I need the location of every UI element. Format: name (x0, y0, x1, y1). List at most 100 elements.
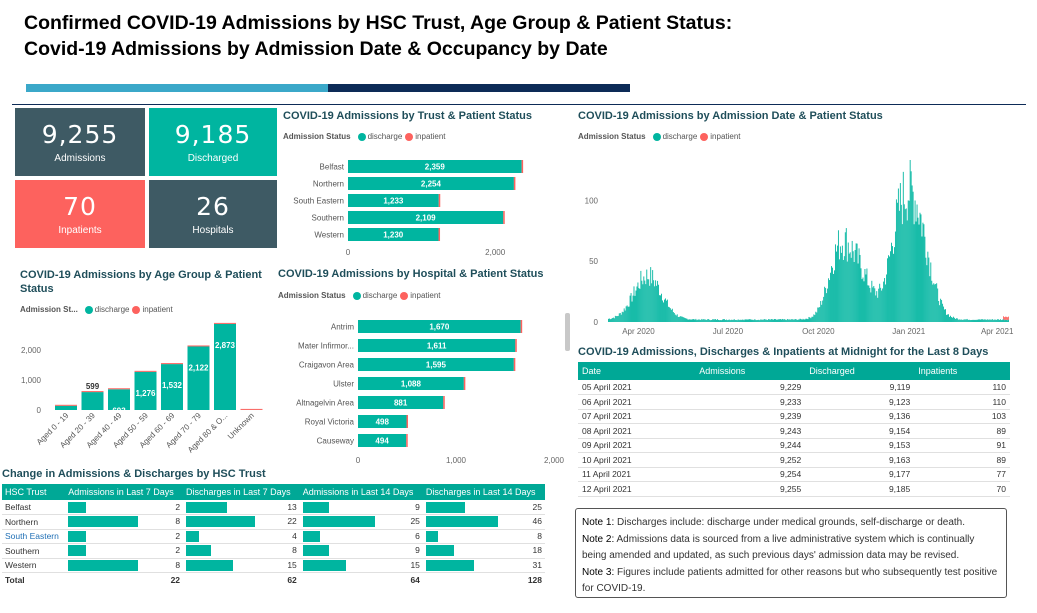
daily-bar (814, 315, 816, 322)
legend-inpatient[interactable]: inpatient (710, 132, 741, 141)
hospital-chart-scrollbar[interactable] (565, 313, 570, 351)
column-header[interactable]: Admissions (695, 362, 806, 380)
legend-inpatient[interactable]: inpatient (410, 291, 441, 300)
cell-value: 15 (410, 559, 420, 570)
column-header[interactable]: Discharges in Last 14 Days (422, 484, 545, 500)
value-cell: 18 (422, 543, 545, 559)
x-tick-label: 2,000 (544, 456, 565, 465)
daily-bar (713, 319, 715, 322)
table-row[interactable]: 12 April 2021 9,255 9,185 70 (578, 481, 1010, 497)
legend-inpatient[interactable]: inpatient (142, 305, 173, 314)
column-header[interactable]: Discharged (805, 362, 915, 380)
daily-bar (921, 236, 923, 322)
category-label: Southern (312, 214, 344, 223)
daily-bar (941, 300, 943, 322)
legend-inpatient[interactable]: inpatient (415, 132, 446, 141)
daily-bar (900, 204, 902, 322)
daily-bar (720, 320, 721, 322)
daily-bar (695, 318, 697, 322)
column-header[interactable]: Admissions in Last 7 Days (65, 484, 184, 500)
daily-bar (648, 279, 650, 322)
note-text: Figures include patients admitted for ot… (582, 566, 998, 595)
cell-value: 64 (410, 574, 420, 585)
legend-discharge[interactable]: discharge (362, 291, 398, 300)
data-bar (425, 516, 498, 528)
table-row[interactable]: Belfast 2 13 9 25 (2, 500, 545, 515)
daily-bar (822, 300, 824, 322)
trust-chart-legend: Admission Status discharge inpatient (283, 132, 446, 141)
daily-bar (804, 319, 806, 322)
kpi-card-hospitals[interactable]: 26 Hospitals (149, 180, 277, 248)
daily-bar (710, 320, 712, 322)
daily-bar (780, 319, 782, 322)
daily-bar (768, 319, 770, 322)
legend-discharge[interactable]: discharge (662, 132, 698, 141)
category-label: Western (314, 231, 344, 240)
date-chart[interactable]: 0 50 100 Apr 2020 Jul 2020 Oct 2020 Jan 2021 Ap… (578, 160, 1023, 340)
daily-bar (645, 284, 647, 322)
note-3: Note 3: Figures include patients admitte… (582, 565, 1000, 598)
column-header[interactable]: Admissions in Last 14 Days (299, 484, 423, 500)
value-cell: 8 (183, 543, 300, 559)
column-header[interactable]: HSC Trust (2, 484, 66, 500)
table-row[interactable]: 07 April 2021 9,239 9,136 103 (578, 409, 1010, 424)
x-tick-label: 2,000 (485, 248, 506, 257)
daily-bar (735, 319, 737, 322)
data-label: 881 (394, 399, 408, 408)
value-cell: 8 (422, 529, 545, 544)
table-row[interactable]: South Eastern 2 4 6 8 (2, 529, 545, 544)
legend-discharge[interactable]: discharge (367, 132, 403, 141)
table-row[interactable]: Southern 2 8 9 18 (2, 543, 545, 559)
bar-discharge (358, 396, 444, 409)
daily-bar (617, 315, 619, 322)
table-row[interactable]: 09 April 2021 9,244 9,153 91 (578, 438, 1010, 453)
daily-bar (853, 261, 855, 322)
kpi-card-admissions[interactable]: 9,255 Admissions (15, 108, 145, 176)
kpi-value: 9,255 (41, 120, 119, 149)
note-label: Note 1: (582, 517, 615, 528)
daily-bar (1001, 320, 1003, 322)
daily-bar (795, 319, 797, 322)
column-header[interactable]: Inpatients (914, 362, 1010, 380)
daily-bar (836, 251, 837, 322)
bar-inpatient (134, 370, 157, 372)
value-cell: 4 (183, 529, 300, 544)
daily-bar (654, 286, 656, 322)
daily-bar (683, 317, 685, 322)
table-row[interactable]: 05 April 2021 9,229 9,119 110 (578, 380, 1010, 395)
kpi-card-inpatients[interactable]: 70 Inpatients (15, 180, 145, 248)
daily-bar (734, 320, 736, 322)
table-row[interactable]: 06 April 2021 9,233 9,123 110 (578, 394, 1010, 410)
column-header[interactable]: Date (578, 362, 696, 380)
trust-chart[interactable]: Belfast 2,359 Northern 2,254 South Eastern 1,… (278, 150, 558, 265)
table-row[interactable]: 10 April 2021 9,252 9,163 89 (578, 452, 1010, 468)
table-row[interactable]: Northern 8 22 25 46 (2, 514, 545, 530)
daily-bar (677, 316, 679, 322)
daily-bar (798, 319, 800, 322)
data-bar (302, 530, 321, 542)
table-cell: 9,255 (695, 481, 806, 497)
bar-inpatient (521, 160, 524, 173)
cell-value: 8 (292, 545, 297, 556)
data-label: 2,254 (421, 180, 442, 189)
daily-bar (631, 301, 633, 322)
table-row[interactable]: 11 April 2021 9,254 9,177 77 (578, 467, 1010, 482)
daily-bar (903, 204, 905, 322)
kpi-card-discharged[interactable]: 9,185 Discharged (149, 108, 277, 176)
cell-value: 62 (287, 574, 297, 585)
daily-bar (655, 280, 657, 322)
data-label: 2,873 (215, 341, 236, 350)
table-cell: 110 (914, 394, 1010, 410)
hospital-chart[interactable]: Antrim 1,670 Mater Infirmor... 1,611 Craigav… (278, 310, 568, 470)
total-row[interactable]: Total 22 62 64 128 (2, 572, 545, 587)
value-cell: 8 (65, 558, 184, 573)
table-row[interactable]: Western 8 15 15 31 (2, 558, 545, 573)
legend-discharge[interactable]: discharge (94, 305, 130, 314)
daily-bar (1004, 320, 1005, 322)
table-row[interactable]: 08 April 2021 9,243 9,154 89 (578, 423, 1010, 439)
data-label: 2,109 (416, 214, 437, 223)
column-header[interactable]: Discharges in Last 7 Days (183, 484, 300, 500)
daily-bar (922, 222, 924, 322)
daily-bar (808, 316, 810, 322)
